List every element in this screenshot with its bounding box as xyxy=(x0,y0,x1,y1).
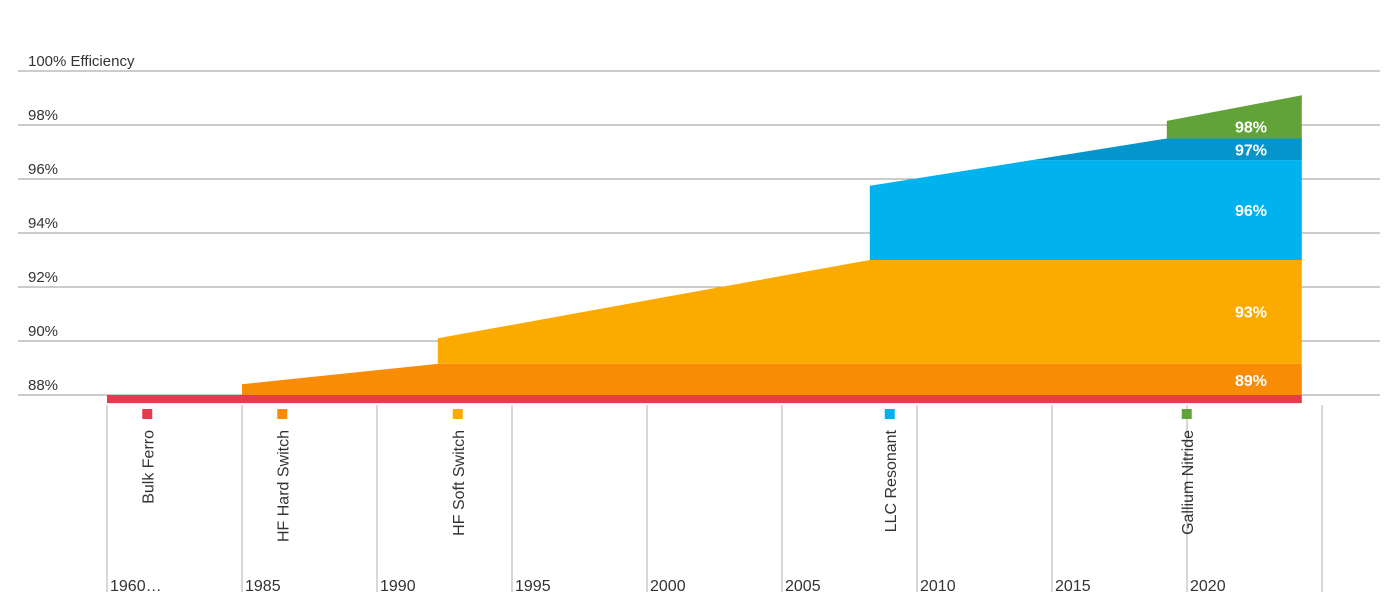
y-tick-label: 98% xyxy=(28,107,58,124)
y-tick-label: 90% xyxy=(28,323,58,340)
data-label: 98% xyxy=(1235,119,1267,136)
technology-marker xyxy=(277,409,288,419)
technology-label: HF Soft Switch xyxy=(451,430,468,536)
y-tick-label: 92% xyxy=(28,269,58,286)
area-series xyxy=(869,160,1302,260)
data-label: 96% xyxy=(1235,203,1267,220)
data-label: 93% xyxy=(1235,304,1267,321)
x-tick-label: 2020 xyxy=(1190,578,1226,592)
data-label: 97% xyxy=(1235,142,1267,159)
technology-label: Bulk Ferro xyxy=(140,430,157,504)
x-tick-label: 2000 xyxy=(650,578,686,592)
area-series xyxy=(1166,95,1302,139)
x-tick-label: 1990 xyxy=(380,578,416,592)
technology-label: Gallium Nitride xyxy=(1180,430,1197,535)
x-tick-label: 2015 xyxy=(1055,578,1091,592)
data-label: 89% xyxy=(1235,373,1267,390)
technology-label: HF Hard Switch xyxy=(275,430,292,542)
x-tick-label: 2005 xyxy=(785,578,821,592)
y-tick-label: 94% xyxy=(28,215,58,232)
area-series xyxy=(107,395,1302,404)
technology-label: LLC Resonant xyxy=(883,429,900,532)
area-series xyxy=(242,363,1302,395)
y-tick-label: 88% xyxy=(28,377,58,394)
x-tick-label: 1960… xyxy=(110,578,162,592)
x-tick-label: 1995 xyxy=(515,578,551,592)
technology-marker xyxy=(1181,409,1192,419)
area-series xyxy=(1031,138,1302,161)
y-tick-label: 96% xyxy=(28,161,58,178)
y-axis-top-label: 100% Efficiency xyxy=(28,53,135,70)
area-series xyxy=(437,260,1302,364)
technology-marker xyxy=(142,409,153,419)
x-tick-label: 2010 xyxy=(920,578,956,592)
technology-marker xyxy=(884,409,895,419)
x-tick-label: 1985 xyxy=(245,578,281,592)
technology-marker xyxy=(452,409,463,419)
